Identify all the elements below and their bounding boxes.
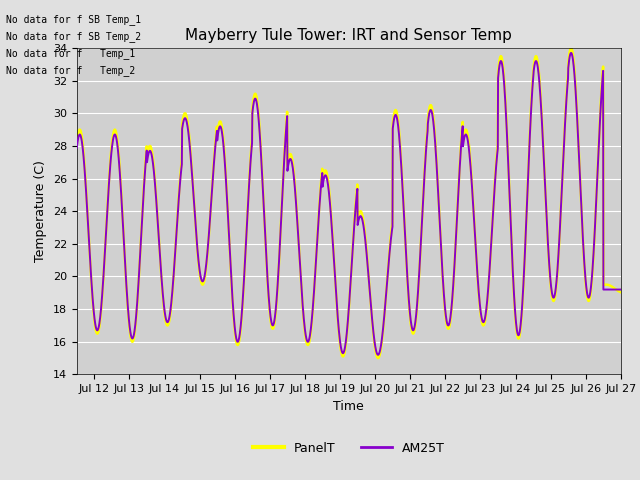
AM25T — [602, 287, 609, 292]
Title: Mayberry Tule Tower: IRT and Sensor Temp: Mayberry Tule Tower: IRT and Sensor Temp — [186, 28, 512, 43]
Text: No data for f   Temp_1: No data for f Temp_1 — [6, 48, 136, 59]
AM25T — [100, 255, 108, 261]
AM25T — [617, 287, 625, 292]
AM25T — [602, 287, 609, 292]
AM25T — [374, 352, 382, 358]
X-axis label: Time: Time — [333, 400, 364, 413]
PanelT — [502, 97, 509, 103]
PanelT — [567, 45, 575, 51]
AM25T — [323, 176, 331, 181]
AM25T — [567, 50, 575, 56]
PanelT — [374, 355, 382, 361]
PanelT — [337, 349, 345, 355]
AM25T — [337, 347, 345, 352]
Text: No data for f SB Temp_2: No data for f SB Temp_2 — [6, 31, 141, 42]
PanelT — [73, 140, 81, 146]
PanelT — [602, 282, 609, 288]
Text: No data for f   Temp_2: No data for f Temp_2 — [6, 65, 136, 76]
Line: AM25T: AM25T — [77, 53, 621, 355]
PanelT — [100, 255, 108, 261]
PanelT — [323, 171, 331, 177]
Legend: PanelT, AM25T: PanelT, AM25T — [248, 436, 450, 459]
Text: No data for f SB Temp_1: No data for f SB Temp_1 — [6, 14, 141, 25]
AM25T — [73, 145, 81, 151]
PanelT — [617, 289, 625, 295]
AM25T — [502, 101, 509, 107]
PanelT — [602, 282, 609, 288]
Line: PanelT: PanelT — [77, 48, 621, 358]
Y-axis label: Temperature (C): Temperature (C) — [35, 160, 47, 262]
